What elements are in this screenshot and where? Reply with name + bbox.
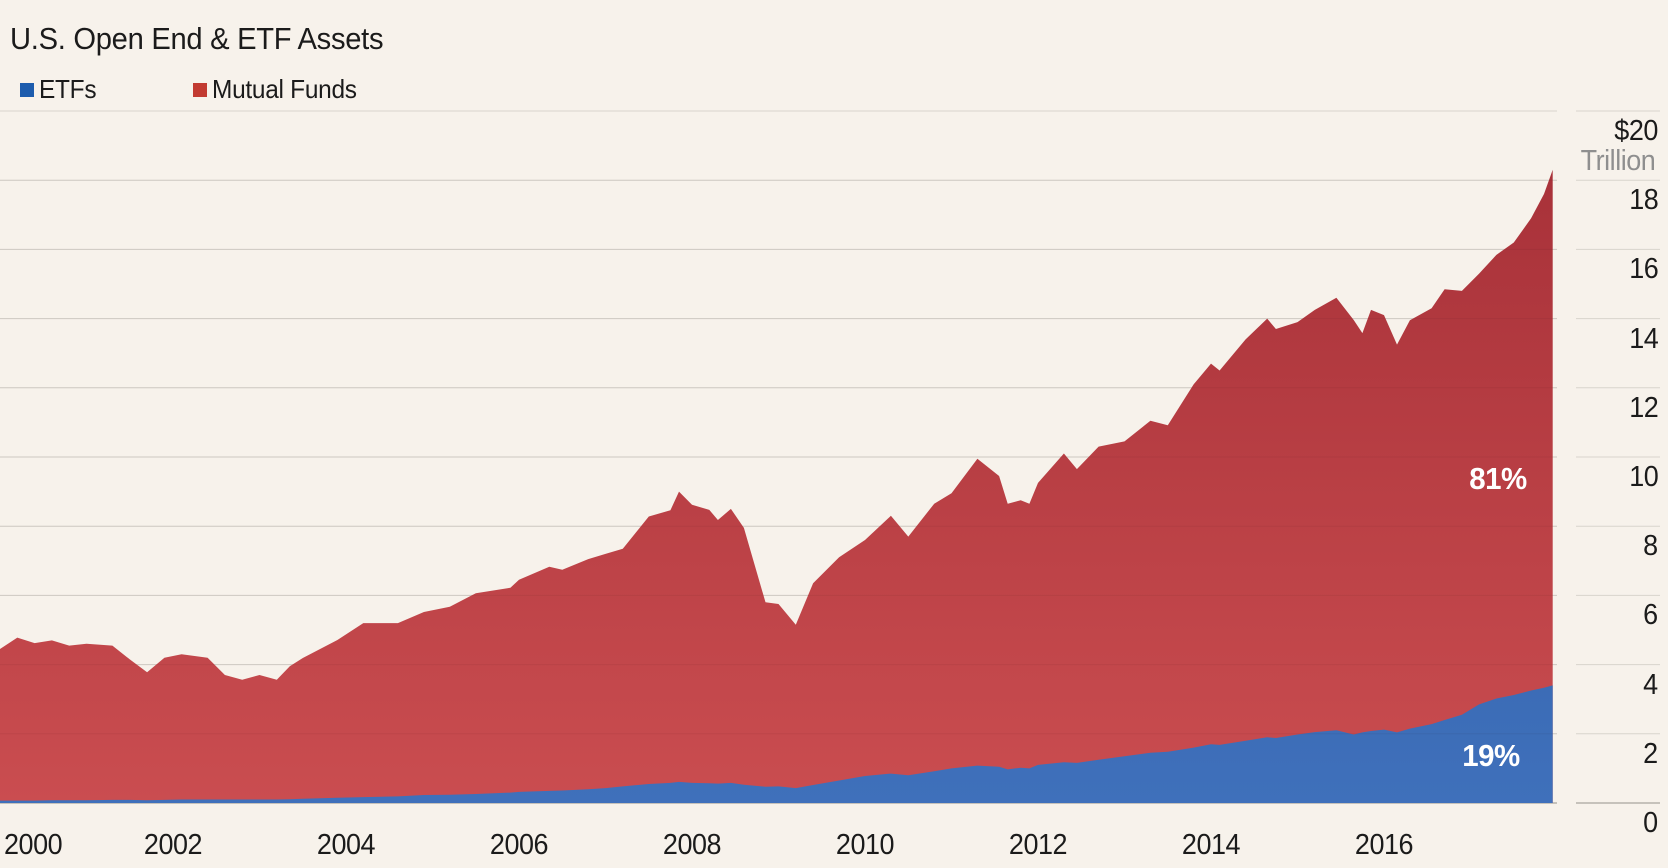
mutual-funds-legend-label: Mutual Funds (212, 74, 357, 104)
mutual-funds-area (0, 169, 1553, 804)
x-axis-tick-label: 2000 (4, 829, 63, 861)
y-axis-tick-label: 18 (1628, 184, 1659, 217)
y-axis-tick-label: 2 (1643, 737, 1658, 770)
x-axis-tick-label: 2002 (143, 829, 203, 861)
y-axis-tick-label: 16 (1628, 253, 1659, 286)
etfs-area (0, 685, 1553, 803)
y-axis-tick-label: 12 (1628, 391, 1659, 424)
x-axis-tick-label: 2014 (1181, 829, 1241, 861)
x-axis-tick-label: 2012 (1008, 829, 1068, 861)
y-axis-tick-label: 10 (1628, 461, 1659, 493)
etfs-legend-swatch-icon (20, 83, 34, 97)
y-axis-tick-label: 14 (1628, 322, 1659, 355)
y-axis-tick-label: 4 (1643, 668, 1658, 701)
y-axis-tick-label: 6 (1643, 599, 1658, 632)
x-axis-tick-label: 2016 (1354, 829, 1414, 861)
mutual-funds-legend-swatch-icon (193, 83, 207, 97)
x-axis-tick-label: 2006 (489, 829, 549, 861)
y-axis-unit-label: Trillion (1580, 145, 1655, 177)
y-axis-tick-label: 8 (1643, 530, 1658, 563)
x-axis-tick-label: 2004 (316, 829, 376, 861)
mutual-funds-share-label: 81% (1469, 461, 1527, 496)
etfs-share-label: 19% (1462, 738, 1520, 773)
y-axis-tick-label: 0 (1643, 807, 1658, 839)
y-axis-tick-label: $20 (1614, 115, 1658, 147)
x-axis-tick-label: 2008 (662, 829, 722, 861)
etfs-legend-label: ETFs (39, 74, 97, 104)
x-axis-tick-label: 2010 (835, 829, 895, 861)
chart-title: U.S. Open End & ETF Assets (10, 21, 384, 56)
